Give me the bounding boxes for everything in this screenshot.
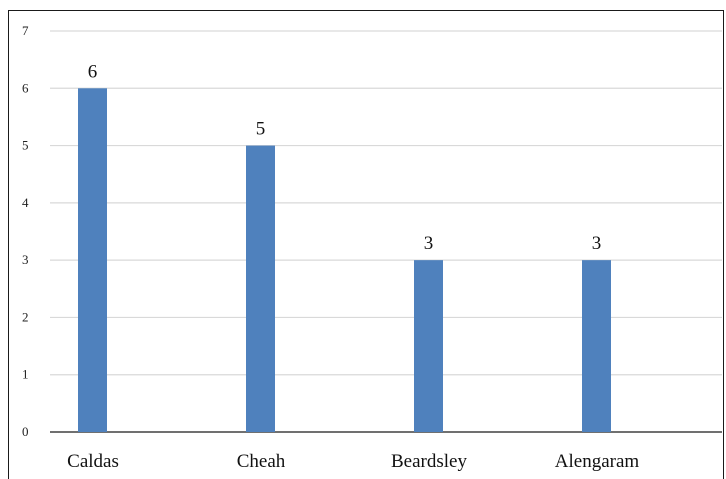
x-category-label: Caldas <box>67 451 119 472</box>
bar-alengaram <box>582 260 611 432</box>
data-label: 5 <box>256 119 266 140</box>
y-tick-label: 2 <box>22 309 29 324</box>
x-category-label: Beardsley <box>391 451 467 472</box>
bar-caldas <box>78 88 107 433</box>
bar-beardsley <box>414 260 443 432</box>
x-category-label: Cheah <box>237 451 286 472</box>
y-tick-label: 6 <box>22 80 29 95</box>
y-tick-label: 5 <box>22 138 29 153</box>
data-label: 3 <box>592 233 602 254</box>
chart-frame <box>8 10 724 479</box>
bar-cheah <box>246 145 275 433</box>
x-category-label: Alengaram <box>555 451 640 472</box>
data-label: 6 <box>88 61 98 82</box>
data-label: 3 <box>424 233 434 254</box>
y-tick-label: 1 <box>22 367 29 382</box>
y-tick-label: 7 <box>22 23 29 38</box>
y-tick-label: 0 <box>22 424 29 439</box>
y-tick-label: 4 <box>22 195 29 210</box>
y-tick-label: 3 <box>22 252 29 267</box>
